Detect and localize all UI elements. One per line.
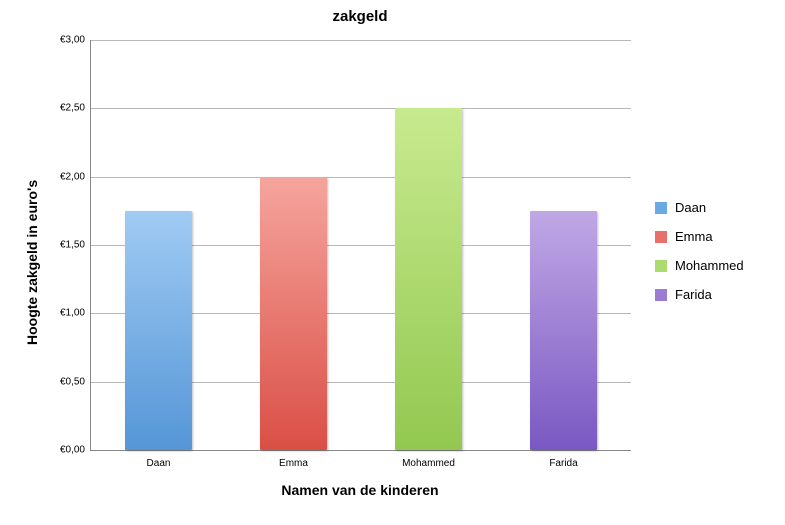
bar-chart: zakgeld €0,00€0,50€1,00€1,50€2,00€2,50€3…	[0, 0, 785, 525]
x-tick-label: Farida	[549, 450, 577, 469]
y-tick-label: €1,00	[60, 308, 91, 319]
gridline	[91, 177, 631, 178]
x-tick-label: Daan	[147, 450, 171, 469]
bar	[530, 211, 598, 450]
y-tick-label: €0,00	[60, 445, 91, 456]
bar	[395, 108, 463, 450]
y-tick-label: €3,00	[60, 35, 91, 46]
x-tick-label: Mohammed	[402, 450, 455, 469]
legend-label: Farida	[675, 287, 712, 302]
legend-label: Emma	[675, 229, 713, 244]
y-tick-label: €2,00	[60, 171, 91, 182]
y-axis-label: Hoogte zakgeld in euro's	[24, 180, 40, 345]
bar	[125, 211, 193, 450]
legend-swatch	[655, 231, 667, 243]
x-tick-label: Emma	[279, 450, 308, 469]
legend-swatch	[655, 289, 667, 301]
chart-title: zakgeld	[90, 8, 630, 25]
legend-label: Mohammed	[675, 258, 744, 273]
legend-label: Daan	[675, 200, 706, 215]
gridline	[91, 108, 631, 109]
y-tick-label: €2,50	[60, 103, 91, 114]
x-axis-label: Namen van de kinderen	[281, 482, 438, 498]
y-tick-label: €1,50	[60, 240, 91, 251]
legend: Daan Emma Mohammed Farida	[655, 200, 744, 316]
y-tick-label: €0,50	[60, 376, 91, 387]
legend-swatch	[655, 202, 667, 214]
legend-item: Emma	[655, 229, 744, 244]
legend-item: Farida	[655, 287, 744, 302]
plot-area: €0,00€0,50€1,00€1,50€2,00€2,50€3,00DaanE…	[90, 40, 631, 451]
legend-item: Mohammed	[655, 258, 744, 273]
legend-swatch	[655, 260, 667, 272]
bar	[260, 177, 328, 450]
legend-item: Daan	[655, 200, 744, 215]
gridline	[91, 40, 631, 41]
